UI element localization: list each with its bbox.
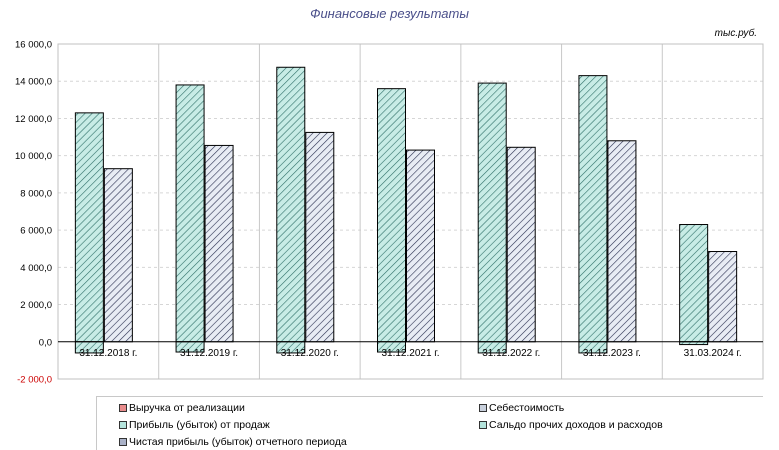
- x-tick-label: 31.12.2020 г.: [281, 348, 339, 359]
- chart-plot: -2 000,0 0,0 2 000,0 4 000,0 6 000,0 8 000,0 1…: [15, 40, 764, 386]
- y-tick-label: 14 000,0: [15, 77, 52, 88]
- bar-series-2-cat-1: [175, 84, 205, 343]
- bar-series-4-cat-4: [506, 146, 536, 343]
- x-tick-label: 31.03.2024 г.: [684, 348, 742, 359]
- plot-frame: [57, 43, 764, 380]
- legend-swatch: [479, 404, 487, 412]
- bar-series-4-cat-2: [305, 131, 335, 343]
- x-tick-label: 31.12.2021 г.: [381, 348, 439, 359]
- legend-swatch: [119, 438, 127, 446]
- legend-item: Прибыль (убыток) от продаж: [119, 419, 270, 431]
- y-tick-label: 6 000,0: [20, 226, 52, 237]
- legend-item: Себестоимость: [479, 402, 564, 414]
- y-tick-label: -2 000,0: [17, 375, 52, 386]
- legend-label: Прибыль (убыток) от продаж: [129, 419, 270, 431]
- legend-swatch: [479, 421, 487, 429]
- legend-item: Чистая прибыль (убыток) отчетного период…: [119, 436, 347, 448]
- legend-swatch: [119, 404, 127, 412]
- y-tick-label: 16 000,0: [15, 40, 52, 51]
- legend-swatch: [119, 421, 127, 429]
- chart-title: Финансовые результаты: [310, 6, 469, 21]
- bar-series-2-cat-3: [377, 88, 406, 343]
- legend-label: Сальдо прочих доходов и расходов: [489, 419, 663, 431]
- bar-series-2-cat-4: [477, 82, 507, 343]
- legend-item: Сальдо прочих доходов и расходов: [479, 419, 663, 431]
- x-tick-label: 31.12.2018 г.: [79, 348, 137, 359]
- legend-item: Выручка от реализации: [119, 402, 245, 414]
- bar-series-4-cat-3: [406, 149, 435, 343]
- y-tick-label: 0,0: [39, 337, 52, 348]
- bar-series-2-cat-0: [74, 112, 104, 343]
- x-tick-label: 31.12.2019 г.: [180, 348, 238, 359]
- bar-series-4-cat-5: [607, 140, 637, 343]
- bar-series-4-cat-1: [204, 144, 234, 343]
- legend-label: Чистая прибыль (убыток) отчетного период…: [129, 436, 347, 448]
- x-tick-label: 31.12.2022 г.: [482, 348, 540, 359]
- y-tick-label: 10 000,0: [15, 151, 52, 162]
- bar-series-2-cat-2: [276, 66, 306, 343]
- y-tick-label: 12 000,0: [15, 114, 52, 125]
- bar-series-2-cat-6: [679, 224, 709, 343]
- legend-label: Выручка от реализации: [129, 402, 245, 414]
- x-tick-label: 31.12.2023 г.: [583, 348, 641, 359]
- y-tick-label: 2 000,0: [20, 300, 52, 311]
- bar-series-4-cat-0: [103, 168, 133, 343]
- bar-series-2-cat-5: [578, 75, 608, 343]
- unit-label: тыс.руб.: [714, 28, 757, 39]
- legend-label: Себестоимость: [489, 402, 565, 414]
- chart-legend: Выручка от реализации Себестоимость Прибыл…: [96, 396, 763, 450]
- y-tick-label: 8 000,0: [20, 188, 52, 199]
- bar-series-4-cat-6: [708, 251, 738, 343]
- y-tick-label: 4 000,0: [20, 263, 52, 274]
